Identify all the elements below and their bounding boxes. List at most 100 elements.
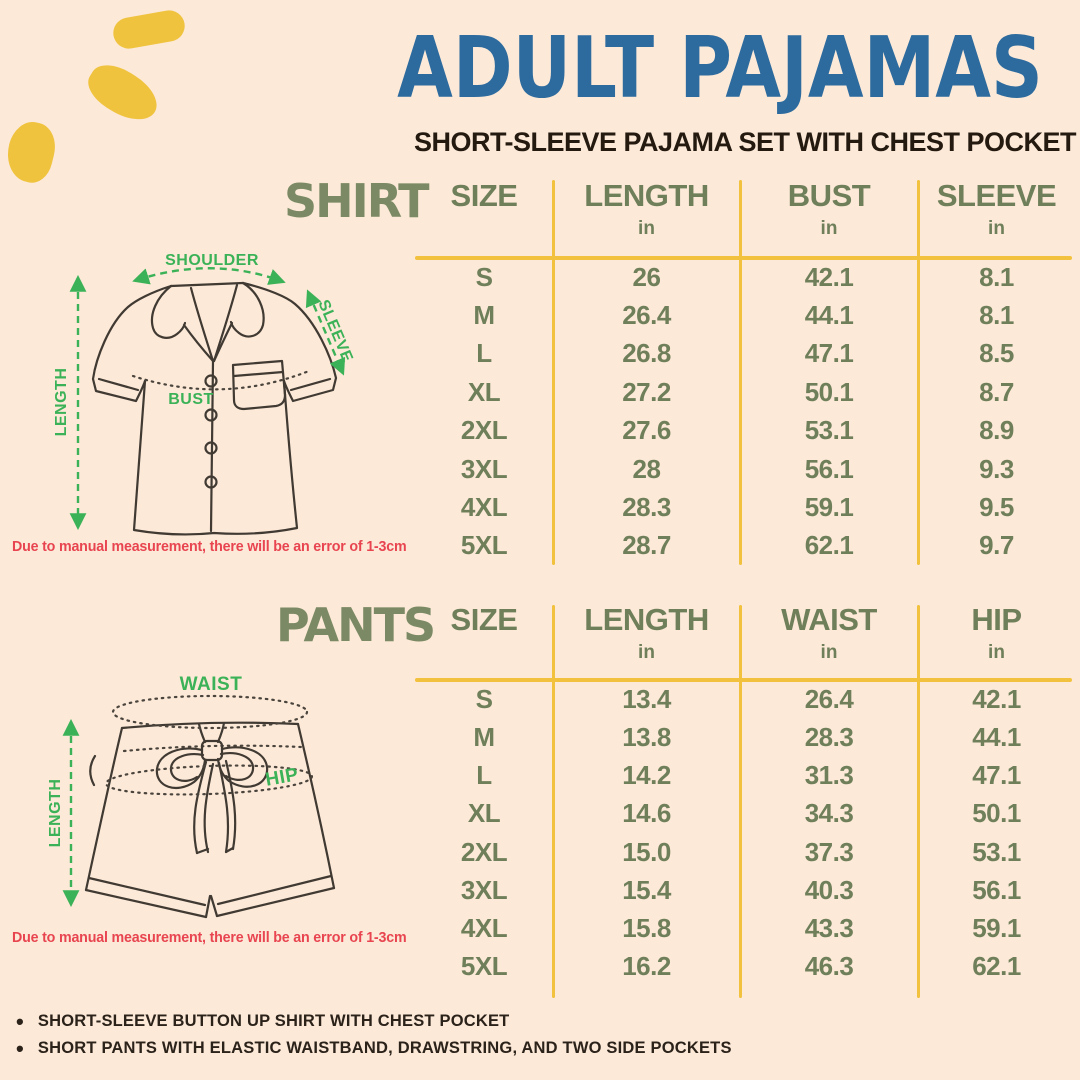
pants-table-header: SIZE LENGTH in WAIST in HIP in	[415, 598, 1075, 664]
length-label: LENGTH	[53, 368, 70, 437]
column-unit: in	[638, 642, 655, 663]
size-cell: S	[475, 261, 493, 292]
decor-blob	[80, 55, 166, 131]
column-header-hip: HIP in	[918, 598, 1075, 664]
column-divider	[551, 605, 555, 998]
page-subtitle: SHORT-SLEEVE PAJAMA SET WITH CHEST POCKE…	[413, 127, 1077, 157]
column-header-bust: BUST in	[740, 174, 918, 240]
table-row: S 26 42.1 8.1	[415, 258, 1075, 296]
value-cell: 31.3	[804, 760, 854, 791]
size-cell: 4XL	[460, 492, 508, 523]
value-cell: 34.3	[804, 798, 854, 829]
table-row: 2XL 27.6 53.1 8.9	[415, 412, 1075, 450]
table-row: 4XL 15.8 43.3 59.1	[415, 910, 1075, 948]
value-cell: 43.3	[804, 913, 854, 944]
value-cell: 14.2	[622, 760, 671, 791]
bullet-text: SHORT-SLEEVE BUTTON UP SHIRT WITH CHEST …	[37, 1012, 510, 1030]
table-row: 4XL 28.3 59.1 9.5	[415, 488, 1075, 526]
hip-dotted-ellipse	[104, 764, 314, 796]
value-cell: 8.1	[979, 261, 1014, 292]
shoulder-arrow	[132, 267, 286, 285]
table-row: S 13.4 26.4 42.1	[415, 680, 1075, 718]
table-row: XL 14.6 34.3 50.1	[415, 795, 1075, 833]
value-cell: 27.2	[622, 376, 671, 407]
value-cell: 13.4	[622, 683, 671, 714]
column-label: HIP	[971, 602, 1022, 637]
decor-blob	[1, 117, 61, 187]
size-cell: 4XL	[460, 913, 508, 944]
column-divider	[738, 605, 742, 998]
value-cell: 8.1	[979, 300, 1014, 331]
value-cell: 8.9	[979, 415, 1014, 446]
value-cell: 28	[632, 453, 661, 484]
table-row: 3XL 15.4 40.3 56.1	[415, 871, 1075, 909]
value-cell: 8.5	[979, 338, 1014, 369]
value-cell: 40.3	[804, 874, 854, 905]
column-divider	[916, 605, 920, 998]
size-cell: L	[476, 338, 492, 369]
value-cell: 42.1	[972, 683, 1021, 714]
value-cell: 9.3	[979, 453, 1014, 484]
value-cell: 27.6	[622, 415, 671, 446]
value-cell: 13.8	[622, 721, 671, 752]
column-unit: in	[820, 642, 838, 663]
column-divider	[738, 180, 742, 565]
shirt-measurement-marks: SHOULDER BUST LENGTH SLEEVE	[53, 252, 356, 531]
shirt-size-table: SIZE LENGTH in BUST in SLEEVE in S 26 42.1…	[415, 174, 1075, 566]
column-label: LENGTH	[584, 602, 709, 637]
value-cell: 26.4	[804, 683, 854, 714]
pants-section-label: PANTS	[276, 598, 436, 652]
column-unit: in	[820, 218, 838, 239]
size-cell: 3XL	[460, 453, 508, 484]
pants-disclaimer: Due to manual measurement, there will be…	[12, 929, 407, 946]
value-cell: 46.3	[804, 951, 854, 982]
value-cell: 47.1	[804, 338, 854, 369]
shirt-table-rows: S 26 42.1 8.1 M 26.4 44.1 8.1 L 26.8 47.1 8.5 XL 27.2…	[415, 258, 1075, 565]
value-cell: 47.1	[972, 760, 1021, 791]
column-label: LENGTH	[584, 178, 709, 213]
value-cell: 16.2	[622, 951, 671, 982]
value-cell: 15.0	[622, 836, 671, 867]
value-cell: 59.1	[804, 492, 854, 523]
header-underline	[415, 256, 1072, 260]
column-label: WAIST	[781, 602, 877, 637]
size-cell: M	[473, 721, 495, 752]
value-cell: 56.1	[804, 453, 854, 484]
size-cell: 3XL	[460, 874, 508, 905]
table-row: 3XL 28 56.1 9.3	[415, 450, 1075, 488]
value-cell: 53.1	[972, 836, 1021, 867]
column-header-size: SIZE	[415, 598, 553, 664]
size-cell: XL	[467, 798, 501, 829]
bust-label: BUST	[168, 391, 214, 408]
value-cell: 14.6	[622, 798, 671, 829]
value-cell: 9.7	[979, 530, 1014, 561]
feature-bullet: • SHORT PANTS WITH ELASTIC WAISTBAND, DR…	[16, 1037, 732, 1059]
size-cell: S	[475, 683, 493, 714]
pants-table-rows: S 13.4 26.4 42.1 M 13.8 28.3 44.1 L 14.2 31.3 47.1 X…	[415, 680, 1075, 986]
column-label: SIZE	[450, 602, 518, 637]
column-divider	[551, 180, 555, 565]
column-header-length: LENGTH in	[553, 598, 740, 664]
table-row: 2XL 15.0 37.3 53.1	[415, 833, 1075, 871]
table-row: L 26.8 47.1 8.5	[415, 335, 1075, 373]
feature-bullet: • SHORT-SLEEVE BUTTON UP SHIRT WITH CHES…	[16, 1010, 732, 1032]
value-cell: 9.5	[979, 492, 1014, 523]
table-row: M 13.8 28.3 44.1	[415, 718, 1075, 756]
value-cell: 42.1	[804, 261, 854, 292]
column-unit: in	[988, 218, 1005, 239]
bust-dotted-line	[131, 369, 311, 391]
pants-size-table: SIZE LENGTH in WAIST in HIP in S 13.4 26.4…	[415, 598, 1075, 998]
hip-label: HIP	[264, 764, 300, 790]
column-header-waist: WAIST in	[740, 598, 918, 664]
value-cell: 50.1	[972, 798, 1021, 829]
size-cell: 5XL	[460, 951, 508, 982]
size-cell: 2XL	[460, 415, 508, 446]
value-cell: 44.1	[804, 300, 854, 331]
column-divider	[916, 180, 920, 565]
pants-outline	[84, 721, 336, 919]
table-row: L 14.2 31.3 47.1	[415, 757, 1075, 795]
value-cell: 50.1	[804, 376, 854, 407]
value-cell: 44.1	[972, 721, 1021, 752]
column-label: BUST	[787, 178, 871, 213]
